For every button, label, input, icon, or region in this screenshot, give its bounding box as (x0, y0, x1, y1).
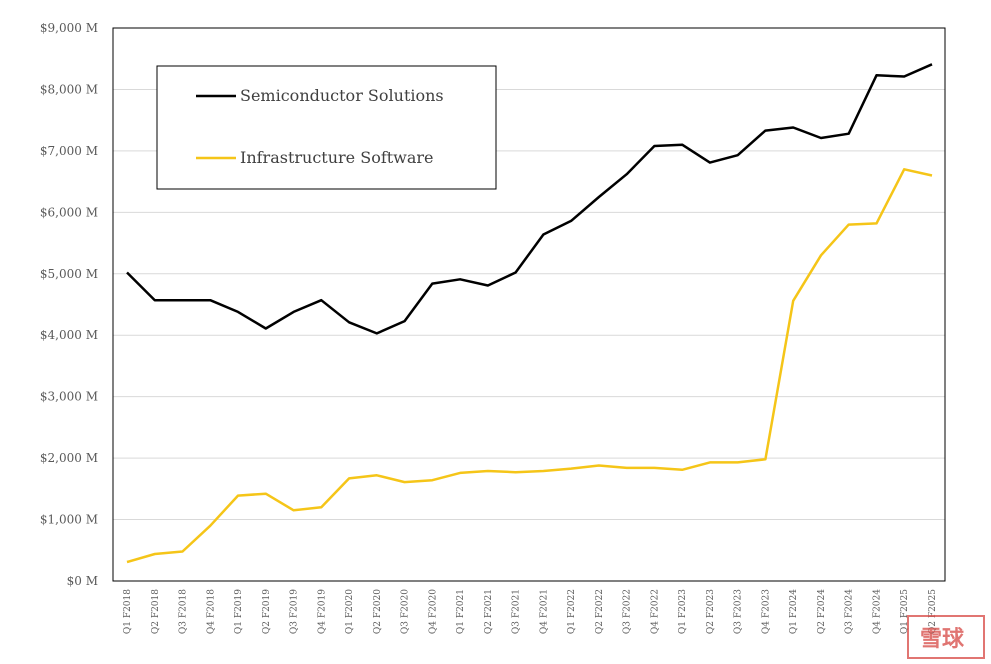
watermark-stamp: 雪球 (907, 615, 985, 659)
x-tick-label: Q1 F2024 (789, 589, 799, 634)
y-tick-label: $6,000 M (40, 205, 98, 219)
x-tick-label: Q4 F2018 (206, 589, 216, 634)
series-line-infrastructure-software (126, 168, 933, 564)
y-tick-label: $4,000 M (40, 328, 98, 342)
x-tick-label: Q2 F2021 (484, 589, 494, 634)
y-tick-label: $2,000 M (40, 451, 98, 465)
x-tick-label: Q1 F2021 (456, 589, 466, 634)
legend-label-semiconductor-solutions: Semiconductor Solutions (240, 86, 444, 105)
x-tick-label: Q2 F2025 (928, 589, 938, 634)
x-tick-label: Q1 F2023 (678, 589, 688, 634)
x-tick-label: Q1 F2022 (567, 589, 577, 634)
series-line-semiconductor-solutions (126, 63, 933, 335)
plot-area-border (112, 27, 946, 582)
x-tick-label: Q2 F2018 (151, 589, 161, 634)
x-tick-label: Q3 F2024 (845, 589, 855, 634)
legend-label-infrastructure-software: Infrastructure Software (240, 148, 434, 167)
series-lines (126, 63, 933, 564)
y-tick-label: $7,000 M (40, 144, 98, 158)
x-tick-label: Q3 F2018 (179, 589, 189, 634)
y-axis-tick-labels: $0 M $1,000 M $2,000 M $3,000 M $4,000 M $5,0… (40, 21, 98, 588)
x-tick-label: Q4 F2023 (761, 589, 771, 634)
x-tick-label: Q3 F2023 (734, 589, 744, 634)
watermark-text: 雪球 (920, 627, 965, 652)
x-tick-label: Q4 F2024 (872, 589, 882, 634)
y-tick-label: $3,000 M (40, 390, 98, 404)
legend: Semiconductor Solutions Infrastructure S… (156, 65, 497, 190)
y-tick-label: $9,000 M (40, 21, 98, 35)
x-tick-label: Q3 F2019 (290, 589, 300, 634)
x-tick-label: Q2 F2022 (595, 589, 605, 634)
x-tick-label: Q3 F2022 (623, 589, 633, 634)
y-tick-label: $0 M (67, 574, 98, 588)
x-axis-tick-labels: Q1 F2018 Q2 F2018 Q3 F2018 Q4 F2018 Q1 F2019… (123, 589, 938, 634)
x-tick-label: Q3 F2020 (401, 589, 411, 634)
x-tick-label: Q1 F2020 (345, 589, 355, 634)
y-tick-label: $5,000 M (40, 267, 98, 281)
x-tick-label: Q2 F2020 (373, 589, 383, 634)
x-tick-label: Q4 F2019 (317, 589, 327, 634)
x-tick-label: Q4 F2020 (428, 589, 438, 634)
y-tick-label: $1,000 M (40, 513, 98, 527)
legend-box (156, 65, 497, 190)
watermark-border (907, 615, 985, 659)
x-tick-label: Q4 F2021 (539, 589, 549, 634)
x-tick-label: Q3 F2021 (512, 589, 522, 634)
x-tick-label: Q1 F2018 (123, 589, 133, 634)
x-tick-label: Q2 F2019 (262, 589, 272, 634)
y-tick-label: $8,000 M (40, 82, 98, 96)
x-tick-label: Q2 F2023 (706, 589, 716, 634)
x-tick-label: Q1 F2025 (900, 589, 910, 634)
x-tick-label: Q4 F2022 (650, 589, 660, 634)
x-tick-label: Q2 F2024 (817, 589, 827, 634)
x-tick-label: Q1 F2019 (234, 589, 244, 634)
